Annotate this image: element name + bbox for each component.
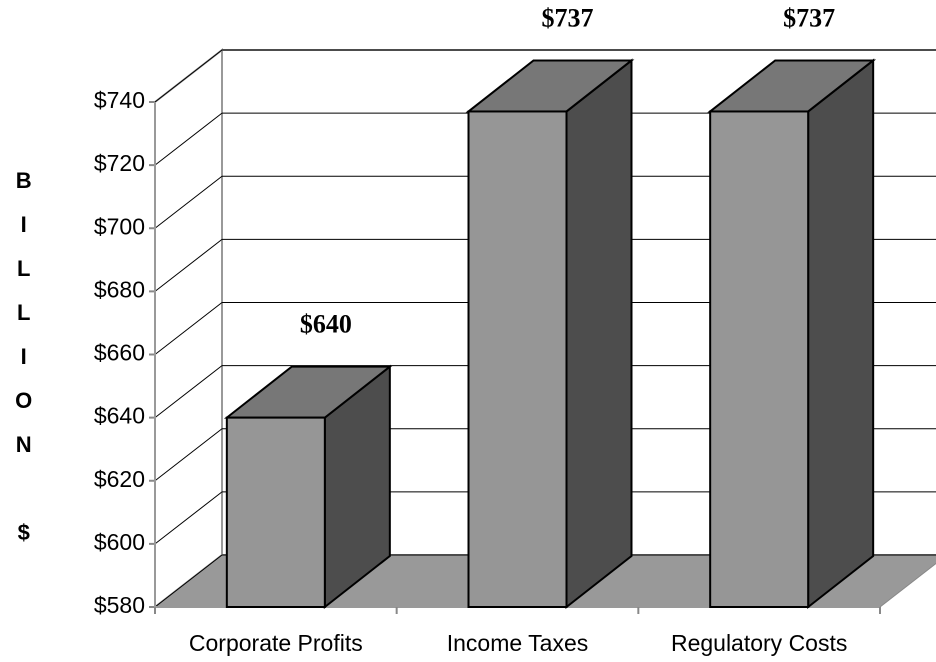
bar — [225, 416, 326, 608]
y-axis-title: BILLION $ — [11, 168, 36, 564]
x-tick-label: Regulatory Costs — [671, 630, 847, 656]
y-tick-label: $700 — [94, 213, 145, 239]
bar-side — [807, 58, 875, 610]
value-label: $640 — [300, 310, 352, 339]
bar — [709, 110, 810, 608]
grid-line — [154, 112, 223, 166]
bar — [467, 110, 568, 608]
y-tick-label: $720 — [94, 150, 145, 176]
y-tick-label: $740 — [94, 87, 145, 113]
grid-line — [154, 302, 223, 355]
y-tick-label: $640 — [94, 403, 145, 429]
y-tick-label: $660 — [94, 340, 145, 366]
grid-line — [154, 554, 223, 608]
grid-line — [154, 238, 223, 292]
x-tick-label: Corporate Profits — [189, 630, 363, 656]
grid-line — [154, 175, 223, 229]
value-label: $737 — [542, 3, 594, 32]
grid-line — [154, 491, 223, 545]
y-tick-label: $580 — [94, 592, 145, 618]
x-tick-label: Income Taxes — [447, 630, 588, 656]
grid-line — [154, 365, 223, 419]
bar-side — [565, 58, 633, 610]
y-tick-label: $620 — [94, 466, 145, 492]
grid-line — [154, 49, 223, 103]
y-tick-label: $680 — [94, 276, 145, 302]
y-tick-label: $600 — [94, 529, 145, 555]
grid-line — [154, 428, 223, 482]
value-label: $737 — [783, 3, 835, 32]
